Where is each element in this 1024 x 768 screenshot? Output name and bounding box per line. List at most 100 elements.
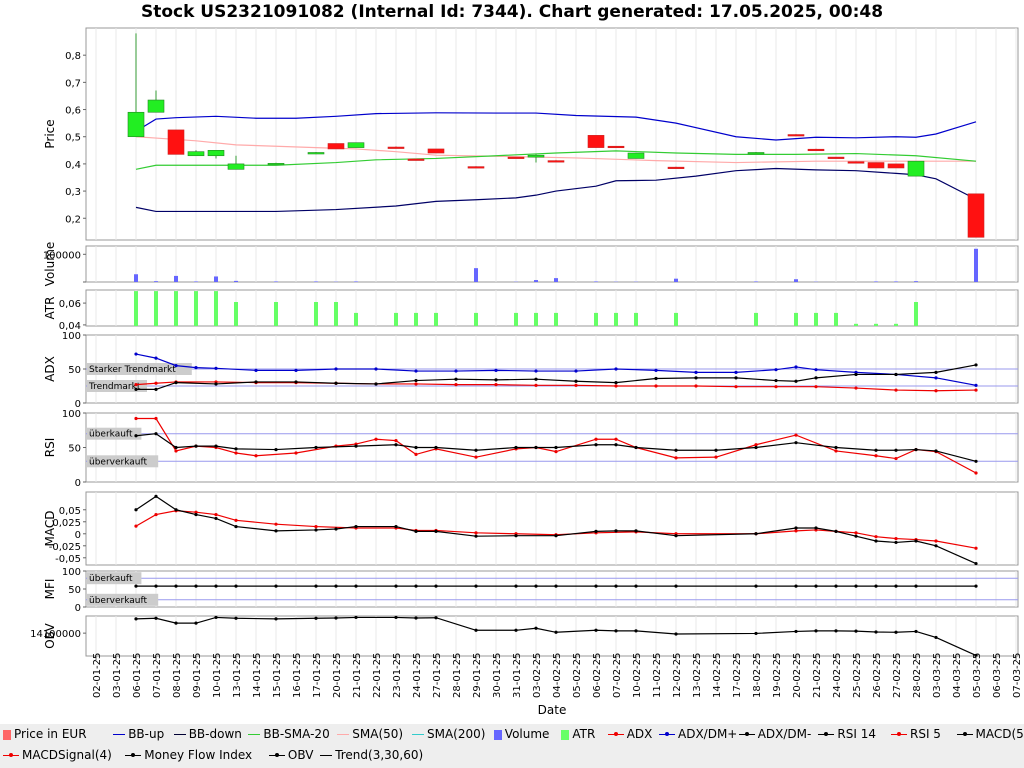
mfi-line-point — [354, 584, 358, 588]
legend-swatch — [113, 734, 126, 735]
mfi-line-point — [534, 584, 538, 588]
macd-line-point — [814, 526, 818, 530]
legend-label: ADX/DM+ — [678, 727, 738, 741]
adx-line-point — [134, 383, 138, 387]
dm-plus-line-point — [334, 367, 338, 371]
obv-line-point — [674, 632, 678, 636]
obv-line-point — [634, 629, 638, 633]
macd-line-point — [914, 539, 918, 543]
macd-line-point — [894, 540, 898, 545]
rsi14-line-point — [934, 449, 938, 453]
legend-swatch — [337, 734, 350, 735]
candle-body — [267, 163, 285, 166]
atr-bar — [594, 312, 598, 326]
legend-swatch — [738, 730, 755, 740]
x-tick-label: 06-02-25 — [592, 653, 603, 698]
adx-line-point — [814, 385, 818, 389]
adx-line-point — [774, 385, 778, 389]
atr-bar — [814, 312, 818, 326]
rsi14-line-point — [534, 445, 538, 450]
macd-line-point — [394, 524, 398, 529]
rsi14-line-point — [974, 459, 978, 463]
obv-line-point — [154, 616, 158, 620]
obv-line-point — [814, 629, 818, 633]
macd-line-point — [314, 528, 318, 532]
volume-bar — [154, 281, 158, 282]
legend-label: MACD(5,13) — [975, 727, 1024, 741]
macd-line-point — [334, 527, 338, 531]
x-tick-label: 04-02-25 — [552, 653, 563, 698]
mfi-tick-label: 50 — [68, 585, 81, 596]
obv-line-point — [414, 616, 418, 620]
adx-line-point — [454, 383, 458, 387]
legend-item: Price in EUR — [3, 725, 87, 743]
dm-minus-line-point — [734, 376, 738, 380]
legend-label: ADX/DM- — [757, 727, 812, 741]
volume-bar — [754, 281, 758, 282]
candle-body — [587, 135, 605, 148]
x-tick-label: 11-02-25 — [652, 653, 663, 698]
atr-bar — [194, 291, 198, 326]
macd-tick-label: 0,025 — [52, 518, 81, 529]
dm-minus-line-point — [174, 381, 178, 385]
obv-line-point — [754, 631, 758, 636]
legend-swatch — [268, 751, 285, 761]
mfi-line-point — [614, 584, 618, 588]
dm-minus-line-point — [334, 381, 338, 385]
x-tick-label: 30-01-25 — [492, 653, 503, 698]
rsi-reference-label-box — [87, 427, 142, 440]
legend-item: BB-down — [173, 725, 242, 743]
x-tick-label: 05-03-25 — [972, 653, 983, 698]
legend-swatch — [3, 729, 11, 740]
legend-swatch — [561, 729, 570, 740]
legend-item: RSI 14 — [818, 725, 876, 743]
adx-line-point — [414, 382, 418, 386]
atr-bar — [894, 323, 898, 326]
rsi14-line-point — [714, 448, 718, 452]
dm-minus-line-point — [214, 382, 218, 386]
dm-plus-line-point — [794, 365, 798, 369]
macd-line-point — [834, 529, 838, 533]
legend-item: MACDSignal(4) — [3, 746, 112, 764]
atr-bar — [234, 302, 238, 326]
legend-label: Volume — [504, 727, 550, 741]
dm-minus-line-point — [574, 379, 578, 383]
rsi5-line-point — [674, 456, 678, 460]
macd-signal-line-point — [794, 529, 798, 533]
candle-body — [847, 161, 865, 164]
atr-bar — [674, 312, 678, 326]
legend-swatch — [607, 730, 624, 740]
obv-line-point — [554, 630, 558, 634]
dm-minus-line-point — [414, 378, 418, 383]
dm-minus-line-point — [454, 377, 458, 381]
bb-up-line — [135, 112, 977, 141]
adx-reference-label: Trendmarkt — [88, 382, 141, 392]
rsi-tick-label: 50 — [68, 444, 81, 455]
dm-plus-line-point — [614, 367, 618, 371]
dm-minus-line — [136, 364, 977, 390]
atr-bar — [314, 302, 318, 326]
candle-body — [527, 154, 545, 158]
rsi5-line-point — [374, 437, 378, 441]
obv-line-point — [274, 617, 278, 621]
rsi14-line-point — [914, 447, 918, 452]
macd-line-point — [514, 534, 518, 538]
obv-line-point — [794, 629, 798, 634]
candle-body — [967, 193, 985, 238]
x-tick-label: 10-01-25 — [212, 653, 223, 698]
adx-tick-label: 100 — [62, 331, 81, 342]
obv-line-point — [334, 616, 338, 620]
atr-bar — [354, 312, 358, 326]
rsi14-line-point — [394, 443, 398, 447]
price-tick-label: 0,3 — [65, 187, 81, 198]
x-tick-label: 13-02-25 — [692, 653, 703, 698]
mfi-reference-label-box — [87, 572, 142, 585]
dm-plus-line-point — [494, 368, 498, 372]
dm-minus-line-point — [774, 378, 778, 383]
price-tick-label: 0,2 — [65, 214, 81, 225]
dm-minus-line-point — [254, 380, 258, 384]
rsi5-line-point — [874, 454, 878, 458]
volume-bar — [314, 281, 318, 282]
rsi14-line-point — [614, 443, 618, 447]
